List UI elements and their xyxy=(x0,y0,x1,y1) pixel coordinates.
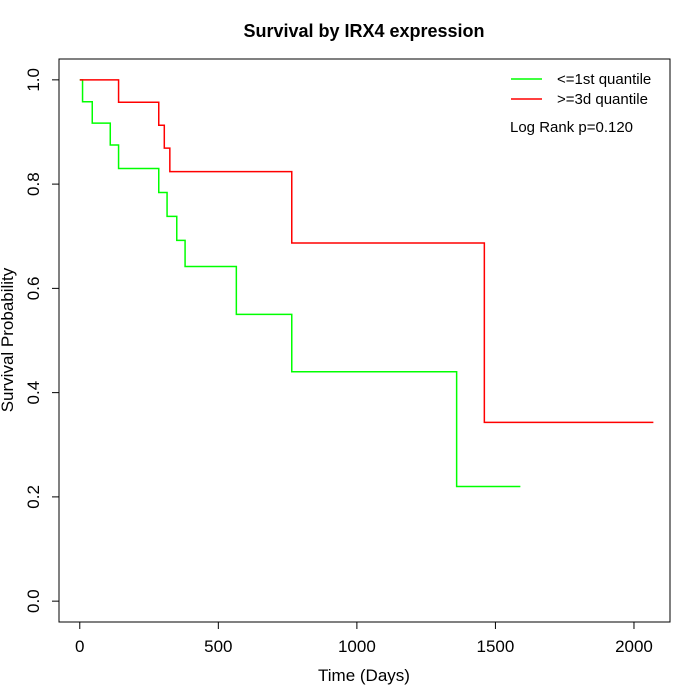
y-tick-label: 0.4 xyxy=(24,381,43,405)
y-axis: 0.0 0.2 0.4 0.6 0.8 1.0 xyxy=(24,68,60,613)
log-rank-annotation: Log Rank p=0.120 xyxy=(510,119,633,136)
x-tick-label: 1000 xyxy=(338,637,376,656)
legend-label: <=1st quantile xyxy=(557,71,651,88)
x-tick-label: 0 xyxy=(75,637,84,656)
series-line-1 xyxy=(79,79,521,488)
series-line-2 xyxy=(79,79,654,424)
y-tick-label: 0.0 xyxy=(24,589,43,613)
y-tick-label: 0.2 xyxy=(24,485,43,509)
y-axis-label: Survival Probability xyxy=(0,267,17,412)
x-tick-label: 500 xyxy=(204,637,232,656)
x-tick-label: 2000 xyxy=(615,637,653,656)
y-tick-label: 0.6 xyxy=(24,277,43,301)
x-axis-label: Time (Days) xyxy=(318,666,410,685)
y-tick-label: 1.0 xyxy=(24,68,43,92)
legend: <=1st quantile >=3d quantile xyxy=(511,71,651,108)
series-layer xyxy=(79,79,654,488)
chart-title: Survival by IRX4 expression xyxy=(243,21,484,41)
y-tick-label: 0.8 xyxy=(24,172,43,196)
x-tick-label: 1500 xyxy=(477,637,515,656)
x-axis: 0 500 1000 1500 2000 xyxy=(75,621,653,656)
legend-label: >=3d quantile xyxy=(557,91,648,108)
plot-area-frame xyxy=(58,58,671,623)
